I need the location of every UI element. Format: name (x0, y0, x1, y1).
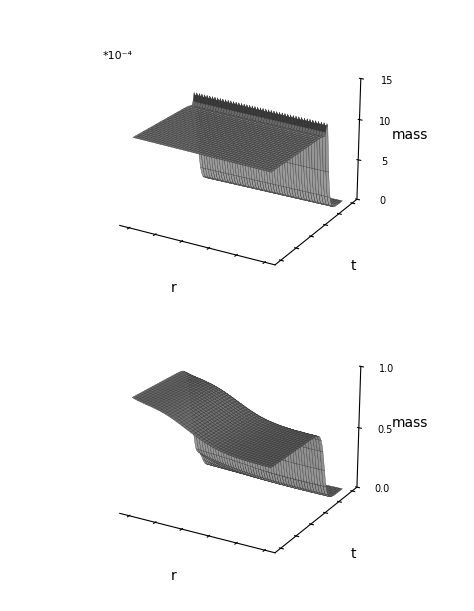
Y-axis label: t: t (350, 547, 356, 561)
Text: *10⁻⁴: *10⁻⁴ (103, 51, 133, 61)
X-axis label: r: r (171, 569, 177, 583)
Y-axis label: t: t (350, 259, 356, 273)
X-axis label: r: r (171, 281, 177, 295)
